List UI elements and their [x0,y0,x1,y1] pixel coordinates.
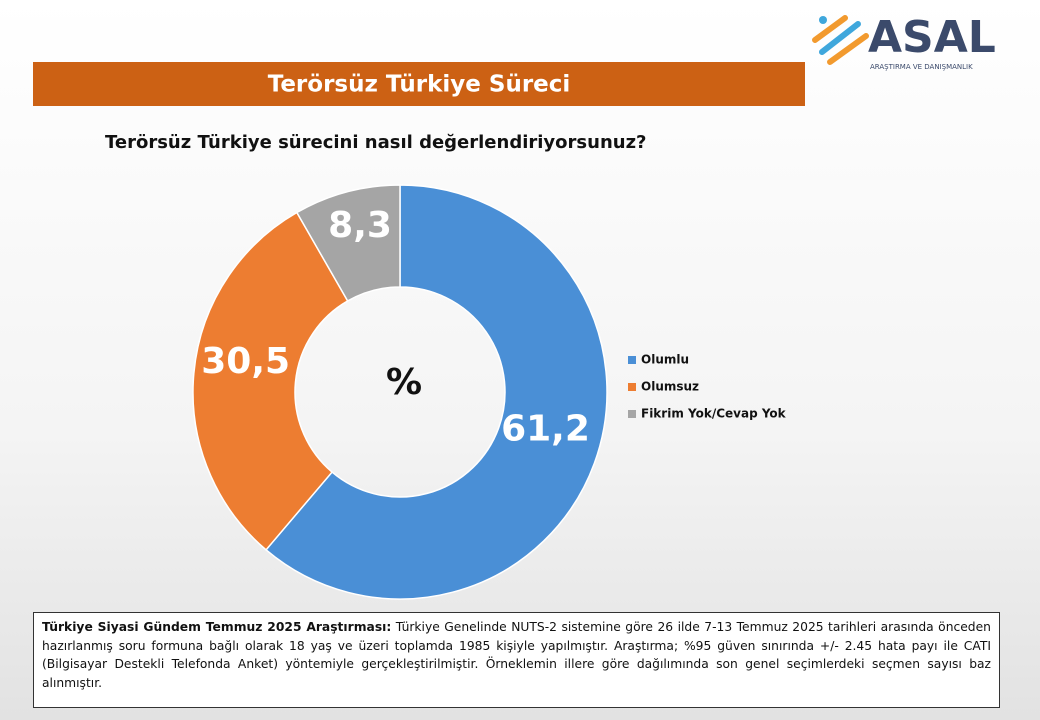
chart-title: Terörsüz Türkiye sürecini nasıl değerlen… [105,132,647,153]
banner [33,62,805,106]
legend-swatch [628,383,636,391]
donut-slice [265,184,608,600]
banner-text: Terörsüz Türkiye Süreci [268,72,571,98]
logo-icon [812,15,869,65]
center-label: % [386,362,422,403]
legend-label: Olumlu [641,353,689,367]
note-text: Türkiye Genelinde NUTS-2 sistemine göre … [42,620,991,690]
donut-slice [295,184,401,302]
note: Türkiye Siyasi Gündem Temmuz 2025 Araştı… [33,612,1000,708]
logo-name: ASAL [868,12,996,63]
data-label: 8,3 [328,205,392,246]
legend-swatch [628,356,636,364]
note-bold: Türkiye Siyasi Gündem Temmuz 2025 Araştı… [42,620,392,634]
legend-swatch [628,410,636,418]
data-label: 61,2 [501,408,590,449]
legend-label: Fikrim Yok/Cevap Yok [641,407,787,421]
legend-label: Olumsuz [641,380,699,394]
data-label: 30,5 [201,341,290,382]
logo-tagline: ARAŞTIRMA VE DANIŞMANLIK [870,63,973,71]
donut-slice [192,211,349,551]
